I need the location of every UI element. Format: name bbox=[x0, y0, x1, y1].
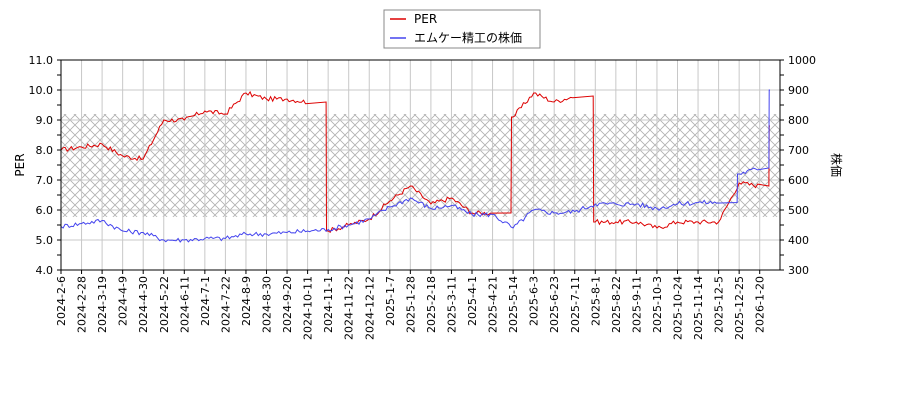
right-y-tick-label: 300 bbox=[788, 264, 809, 277]
left-axis-title: PER bbox=[13, 153, 27, 176]
x-tick-label: 2025-11-14 bbox=[692, 276, 705, 340]
x-tick-label: 2025-2-18 bbox=[425, 276, 438, 333]
x-tick-label: 2024-6-11 bbox=[178, 276, 191, 333]
shaded-band bbox=[61, 114, 780, 217]
x-tick-label: 2024-9-20 bbox=[281, 276, 294, 333]
right-y-tick-label: 1000 bbox=[788, 54, 816, 67]
x-tick-label: 2025-12-5 bbox=[713, 276, 726, 333]
x-tick-label: 2025-1-28 bbox=[404, 276, 417, 333]
x-tick-label: 2024-7-22 bbox=[219, 276, 232, 333]
right-y-tick-label: 700 bbox=[788, 144, 809, 157]
per-series-line bbox=[60, 90, 770, 234]
legend-price-label: エムケー精工の株価 bbox=[414, 30, 522, 45]
x-tick-label: 2025-12-25 bbox=[733, 276, 746, 340]
x-tick-label: 2025-3-11 bbox=[445, 276, 458, 333]
right-y-tick-label: 400 bbox=[788, 234, 809, 247]
x-tick-label: 2024-8-9 bbox=[240, 276, 253, 326]
x-tick-label: 2025-4-1 bbox=[466, 276, 479, 326]
x-tick-label: 2024-11-1 bbox=[322, 276, 335, 333]
x-tick-label: 2024-7-1 bbox=[199, 276, 212, 326]
left-y-axis-ticks: 4.0 5.0 6.0 7.0 8.0 9.0 10.0 11.0 bbox=[29, 54, 61, 277]
stock-price-line bbox=[60, 89, 770, 243]
left-y-tick-label: 11.0 bbox=[29, 54, 54, 67]
x-tick-label: 2025-6-3 bbox=[528, 276, 541, 326]
left-y-tick-label: 4.0 bbox=[36, 264, 54, 277]
x-tick-label: 2024-12-12 bbox=[363, 276, 376, 340]
x-tick-label: 2024-5-22 bbox=[158, 276, 171, 333]
x-tick-label: 2025-8-1 bbox=[589, 276, 602, 326]
legend-per-label: PER bbox=[414, 12, 437, 26]
x-tick-label: 2025-7-11 bbox=[569, 276, 582, 333]
right-y-tick-label: 500 bbox=[788, 204, 809, 217]
left-y-tick-label: 7.0 bbox=[36, 174, 54, 187]
x-tick-label: 2024-2-28 bbox=[76, 276, 89, 333]
left-y-tick-label: 5.0 bbox=[36, 234, 54, 247]
x-tick-label: 2024-4-30 bbox=[137, 276, 150, 333]
x-tick-label: 2025-4-21 bbox=[487, 276, 500, 333]
x-tick-label: 2024-10-11 bbox=[302, 276, 315, 340]
x-tick-label: 2024-11-22 bbox=[343, 276, 356, 340]
x-tick-label: 2025-10-3 bbox=[651, 276, 664, 333]
x-tick-label: 2025-10-24 bbox=[672, 276, 685, 340]
right-y-tick-label: 900 bbox=[788, 84, 809, 97]
x-tick-label: 2024-4-9 bbox=[117, 276, 130, 326]
legend: PER エムケー精工の株価 bbox=[383, 9, 541, 49]
right-y-tick-label: 800 bbox=[788, 114, 809, 127]
left-y-tick-label: 8.0 bbox=[36, 144, 54, 157]
x-axis-ticks: 2024-2-6 2024-2-28 2024-3-19 2024-4-9 2024-4… bbox=[55, 270, 767, 340]
x-tick-label: 2025-6-23 bbox=[548, 276, 561, 333]
x-tick-label: 2025-8-22 bbox=[610, 276, 623, 333]
right-axis-title: 株価 bbox=[829, 153, 844, 177]
x-tick-label: 2026-1-20 bbox=[754, 276, 767, 333]
left-y-tick-label: 9.0 bbox=[36, 114, 54, 127]
x-tick-label: 2024-8-30 bbox=[261, 276, 274, 333]
x-tick-label: 2025-9-11 bbox=[630, 276, 643, 333]
x-tick-label: 2024-3-19 bbox=[96, 276, 109, 333]
x-tick-label: 2025-5-14 bbox=[507, 276, 520, 333]
left-y-tick-label: 6.0 bbox=[36, 204, 54, 217]
x-tick-label: 2024-2-6 bbox=[55, 276, 68, 326]
left-y-tick-label: 10.0 bbox=[29, 84, 54, 97]
right-y-axis-ticks: 300 400 500 600 700 800 900 1000 bbox=[780, 54, 816, 277]
per-line bbox=[60, 90, 770, 234]
price-series-line bbox=[60, 89, 770, 243]
x-tick-label: 2025-1-7 bbox=[384, 276, 397, 326]
right-y-tick-label: 600 bbox=[788, 174, 809, 187]
